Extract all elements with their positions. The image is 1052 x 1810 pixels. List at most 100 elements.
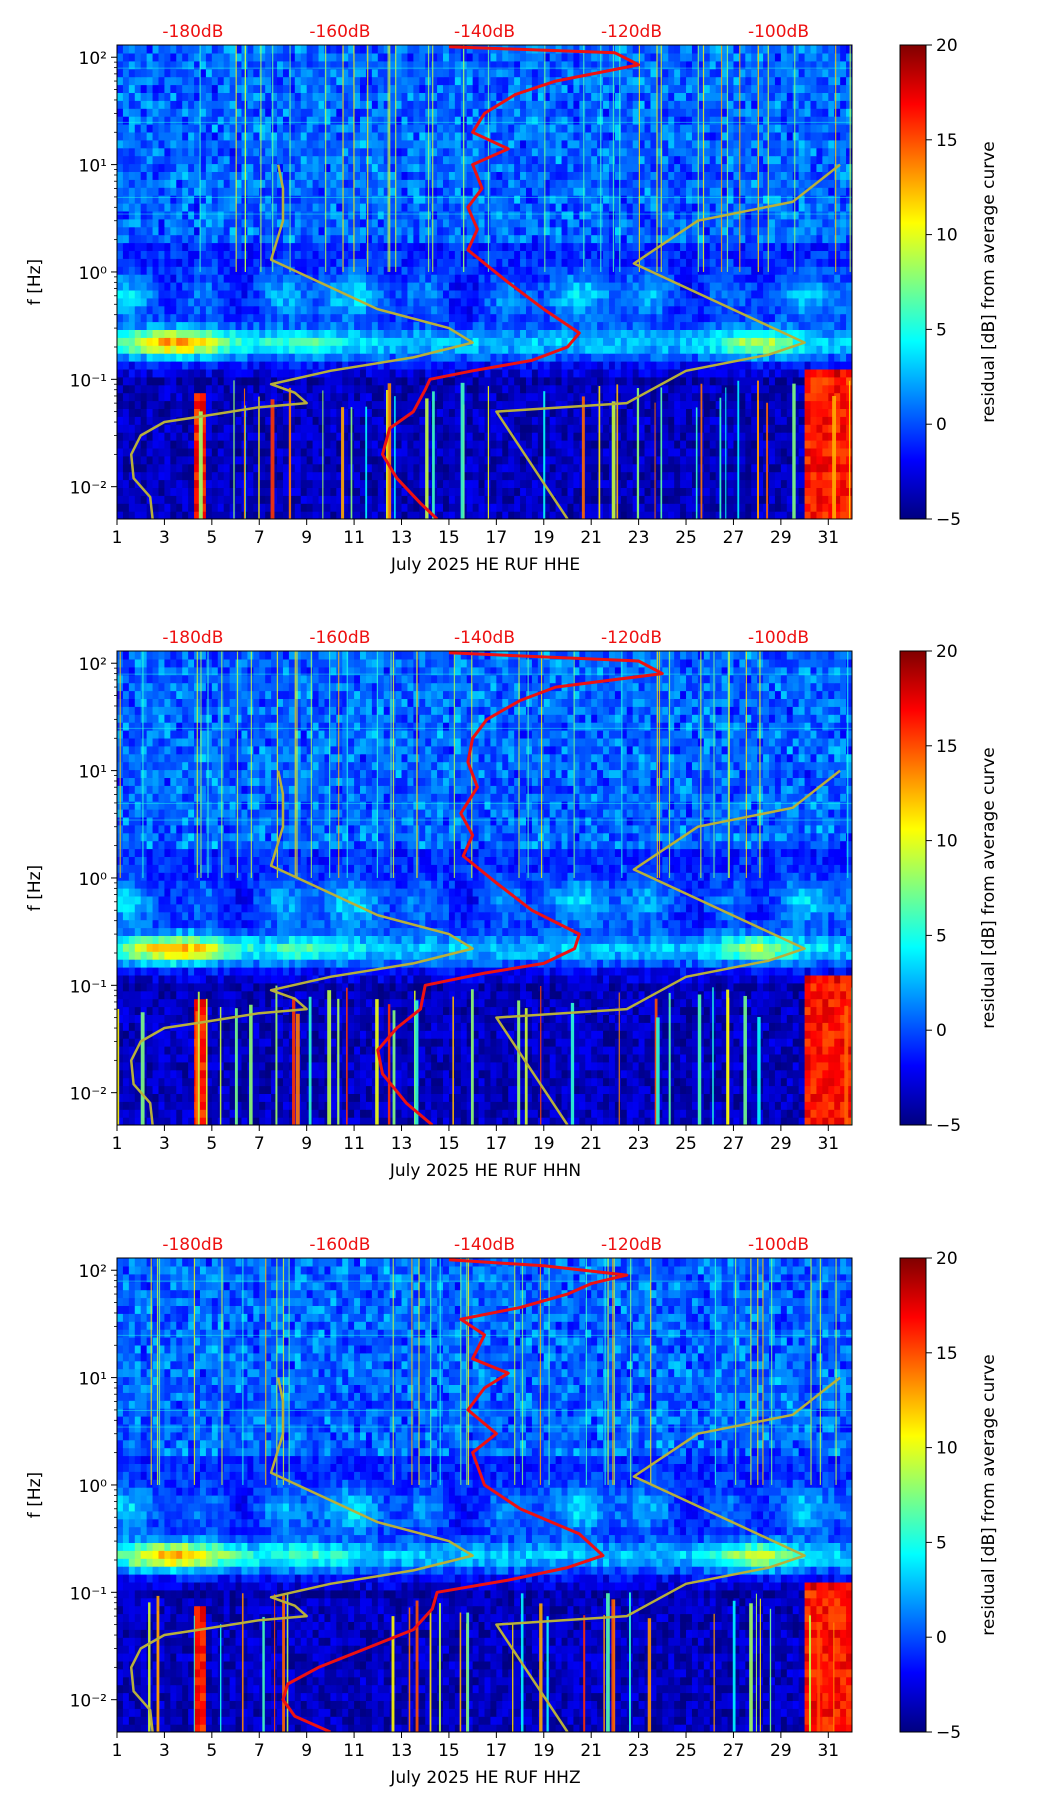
event-streak-low — [327, 990, 331, 1125]
event-streak-low — [289, 388, 291, 519]
event-streak-high — [454, 651, 455, 878]
x-tick-label: 17 — [486, 528, 508, 548]
event-streak-low — [756, 1594, 757, 1732]
colorbar-tick-label: 15 — [936, 737, 958, 757]
colorbar-tick-label: 20 — [936, 1249, 958, 1269]
event-streak-high — [338, 651, 339, 878]
event-streak-low — [309, 997, 312, 1125]
event-streak-low — [275, 986, 277, 1125]
event-streak-high — [541, 651, 542, 878]
event-streak-low — [760, 1599, 761, 1732]
event-streak-high — [417, 651, 418, 878]
x-tick-label: 19 — [533, 1134, 555, 1154]
x-tick-label: 11 — [343, 1741, 365, 1761]
event-streak-high — [200, 651, 201, 878]
heatmap — [117, 45, 853, 520]
top-db-label: -140dB — [454, 628, 515, 648]
harmonic-line — [117, 674, 852, 675]
event-streak-high — [388, 45, 389, 272]
event-streak-low — [141, 1012, 145, 1125]
y-tick-label: 10⁻¹ — [70, 371, 107, 391]
event-streak-high — [237, 651, 238, 878]
event-streak-high — [715, 1258, 716, 1485]
event-streak-low — [571, 1003, 574, 1125]
event-streak-low — [517, 1000, 520, 1125]
colorbar-tick-label: 20 — [936, 36, 958, 56]
top-db-label: -140dB — [454, 22, 515, 42]
harmonic-line — [117, 803, 852, 804]
harmonic-line — [117, 214, 852, 215]
top-db-label: -120dB — [601, 22, 662, 42]
event-streak-high — [468, 1258, 469, 1485]
harmonic-line — [117, 197, 852, 198]
event-streak-high — [236, 45, 237, 272]
x-tick-label: 3 — [159, 1741, 170, 1761]
event-streak-high — [151, 1258, 152, 1485]
colorbar-tick-label: 15 — [936, 1344, 958, 1364]
colorbar-gradient — [900, 45, 926, 519]
event-streak-high — [289, 45, 290, 272]
x-tick-label: 27 — [723, 1134, 745, 1154]
event-streak-high — [471, 651, 472, 878]
event-streak-high — [418, 1258, 419, 1485]
event-streak-low — [194, 1616, 195, 1732]
event-streak-low — [244, 388, 245, 519]
event-streak-high — [440, 1258, 441, 1485]
y-tick-label: 10⁻¹ — [70, 1584, 107, 1604]
colorbar-label: residual [dB] from average curve — [979, 1354, 999, 1635]
event-streak-low — [233, 380, 234, 519]
event-streak-high — [746, 651, 747, 878]
colorbar-tick-label: 0 — [936, 415, 947, 435]
event-streak-high — [659, 651, 660, 878]
event-streak-low — [471, 989, 474, 1125]
event-streak-low — [656, 1017, 659, 1125]
event-streak-high — [759, 651, 760, 878]
y-tick-label: 10⁰ — [79, 264, 108, 284]
event-streak-low — [271, 399, 275, 519]
event-streak-high — [727, 45, 728, 272]
event-streak-high — [221, 1258, 222, 1485]
x-tick-label: 19 — [533, 528, 555, 548]
event-streak-low — [648, 1618, 651, 1732]
event-streak-high — [703, 45, 704, 272]
event-streak-low — [388, 383, 391, 519]
y-tick-label: 10¹ — [79, 1370, 107, 1390]
harmonic-line — [117, 1427, 852, 1428]
event-streak-low — [292, 997, 295, 1125]
event-streak-high — [514, 1258, 515, 1485]
colorbar-tick-label: 5 — [936, 1533, 947, 1553]
event-streak-high — [200, 45, 201, 272]
top-db-label: -120dB — [601, 628, 662, 648]
x-tick-label: 7 — [254, 528, 265, 548]
event-streak-low — [425, 398, 428, 519]
y-tick-label: 10¹ — [79, 763, 107, 783]
event-streak-high — [768, 45, 769, 272]
y-tick-label: 10⁻² — [70, 1692, 107, 1712]
event-streak-high — [661, 45, 662, 272]
x-tick-label: 31 — [817, 1741, 839, 1761]
event-streak-high — [389, 45, 390, 272]
event-streak-low — [757, 1017, 760, 1125]
event-streak-high — [295, 651, 296, 878]
x-tick-label: 1 — [112, 1134, 123, 1154]
event-streak-high — [157, 1258, 158, 1485]
event-streak-high — [395, 45, 396, 272]
event-streak-high — [700, 651, 701, 878]
y-tick-label: 10⁰ — [79, 1477, 108, 1497]
event-streak-low — [612, 401, 616, 519]
colorbar-tick-label: 10 — [936, 1439, 958, 1459]
event-streak-high — [607, 1258, 608, 1485]
event-streak-low — [375, 999, 379, 1125]
event-streak-high — [289, 1258, 290, 1485]
event-streak-low — [235, 1008, 238, 1125]
event-streak-low — [737, 381, 739, 519]
event-streak-high — [614, 1258, 615, 1485]
top-db-label: -120dB — [601, 1235, 662, 1255]
event-streak-low — [322, 390, 323, 519]
event-streak-high — [221, 651, 222, 878]
event-streak-low — [669, 993, 671, 1125]
event-streak-high — [245, 45, 246, 272]
event-streak-high — [540, 1258, 541, 1485]
x-axis-label: July 2025 HE RUF HHZ — [389, 1768, 580, 1788]
